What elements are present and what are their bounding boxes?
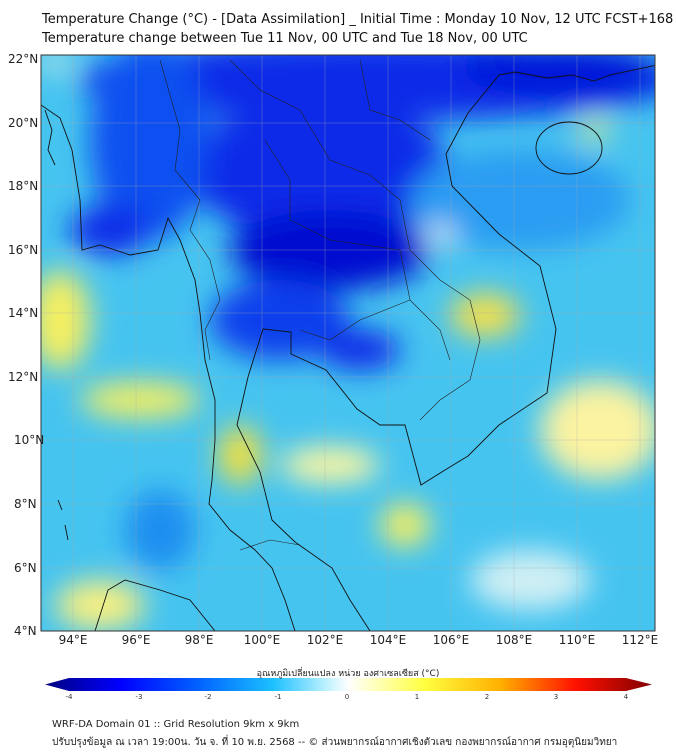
lat-label: 10°N (14, 433, 45, 447)
colorbar-label: อุณหภูมิเปลี่ยนแปลง หน่วย องศาเซลเซียส (… (256, 669, 440, 679)
colorbar-tick: 4 (623, 693, 629, 701)
lat-label: 16°N (8, 243, 39, 257)
lon-label: 108°E (495, 633, 533, 647)
colorbar-tick: -4 (65, 693, 73, 701)
coastlines (41, 64, 655, 631)
lat-label: 14°N (8, 306, 39, 320)
lon-label: 96°E (121, 633, 151, 647)
lat-label: 4°N (14, 624, 37, 638)
colorbar-tick: -2 (204, 693, 212, 701)
footer-resolution: WRF-DA Domain 01 :: Grid Resolution 9km … (52, 719, 300, 730)
map-frame (40, 54, 656, 632)
gridlines (41, 55, 655, 631)
lat-label: 6°N (14, 561, 37, 575)
lat-label: 20°N (8, 116, 39, 130)
lat-label: 8°N (14, 497, 37, 511)
chart-title: Temperature Change (°C) - [Data Assimila… (42, 12, 674, 27)
chart-subtitle: Temperature change between Tue 11 Nov, 0… (42, 31, 528, 46)
lon-label: 94°E (58, 633, 88, 647)
colorbar-tick: -3 (135, 693, 143, 701)
lat-label: 22°N (8, 52, 39, 66)
lon-label: 104°E (369, 633, 407, 647)
colorbar-tick: 2 (484, 693, 490, 701)
colorbar-tick: 0 (344, 693, 350, 701)
borders (159, 59, 481, 551)
colorbar-tick: 3 (553, 693, 559, 701)
lon-label: 112°E (621, 633, 659, 647)
lat-label: 12°N (8, 370, 39, 384)
lon-label: 102°E (306, 633, 344, 647)
colorbar (45, 678, 652, 691)
lon-label: 106°E (432, 633, 470, 647)
lat-label: 18°N (8, 179, 39, 193)
colorbar-tick: 1 (414, 693, 420, 701)
colorbar-tick: -1 (274, 693, 282, 701)
lon-label: 100°E (243, 633, 281, 647)
lon-label: 98°E (184, 633, 214, 647)
temperature-field (41, 55, 655, 631)
lon-label: 110°E (558, 633, 596, 647)
footer-credit: ปรับปรุงข้อมูล ณ เวลา 19:00น. วัน จ. ที่… (52, 737, 618, 748)
